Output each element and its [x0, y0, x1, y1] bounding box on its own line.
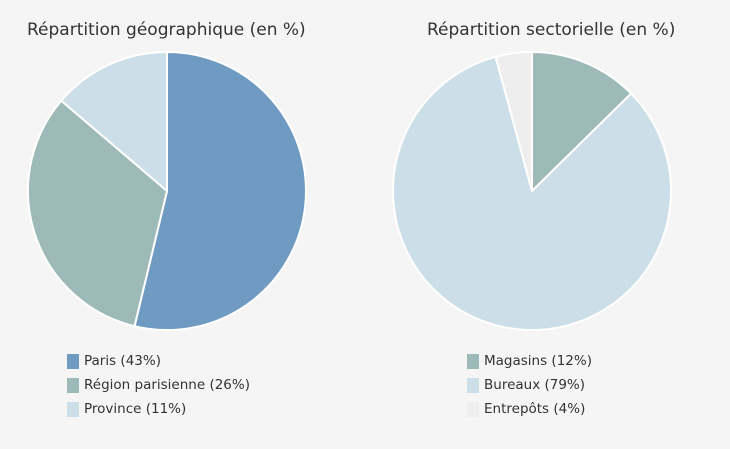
legend-label-region-parisienne: Région parisienne (26%)	[84, 377, 250, 393]
pie-slice-bureaux[interactable]	[392, 55, 673, 331]
legend-label-magasins: Magasins (12%)	[484, 353, 592, 369]
chart-title-sectoral: Répartition sectorielle (en %)	[427, 20, 676, 40]
legend-label-paris: Paris (43%)	[84, 353, 161, 369]
pie-slice-entrepots[interactable]	[494, 51, 533, 192]
legend-label-bureaux: Bureaux (79%)	[484, 377, 586, 393]
legend-label-entrepots: Entrepôts (4%)	[484, 401, 586, 417]
legend-item-region-parisienne[interactable]: Région parisienne (26%)	[67, 373, 250, 397]
legend-swatch-magasins	[467, 353, 479, 369]
pie-slice-paris[interactable]	[133, 51, 307, 331]
legend-item-magasins[interactable]: Magasins (12%)	[467, 349, 592, 373]
legend-swatch-bureaux	[467, 377, 479, 393]
legend-item-bureaux[interactable]: Bureaux (79%)	[467, 373, 592, 397]
pie-sectoral	[392, 51, 673, 331]
legend-sectoral: Magasins (12%) Bureaux (79%) Entrepôts (…	[467, 349, 592, 421]
legend-swatch-province	[67, 401, 79, 417]
pie-geographic	[26, 51, 307, 331]
legend-item-paris[interactable]: Paris (43%)	[67, 349, 250, 373]
pie-slice-magasins[interactable]	[531, 51, 633, 192]
legend-swatch-region-parisienne	[67, 377, 79, 393]
legend-label-province: Province (11%)	[84, 401, 187, 417]
legend-item-entrepots[interactable]: Entrepôts (4%)	[467, 397, 592, 421]
legend-swatch-paris	[67, 353, 79, 369]
legend-geographic: Paris (43%) Région parisienne (26%) Prov…	[67, 349, 250, 421]
chart-title-geographic: Répartition géographique (en %)	[27, 20, 306, 40]
chart-sectoral: Répartition sectorielle (en %) Magasins …	[365, 0, 730, 449]
pie-slice-region-parisienne[interactable]	[26, 99, 168, 328]
legend-item-province[interactable]: Province (11%)	[67, 397, 250, 421]
pie-slice-province[interactable]	[60, 51, 168, 192]
legend-swatch-entrepots	[467, 401, 479, 417]
chart-geographic: Répartition géographique (en %) Paris (4…	[26, 20, 307, 421]
